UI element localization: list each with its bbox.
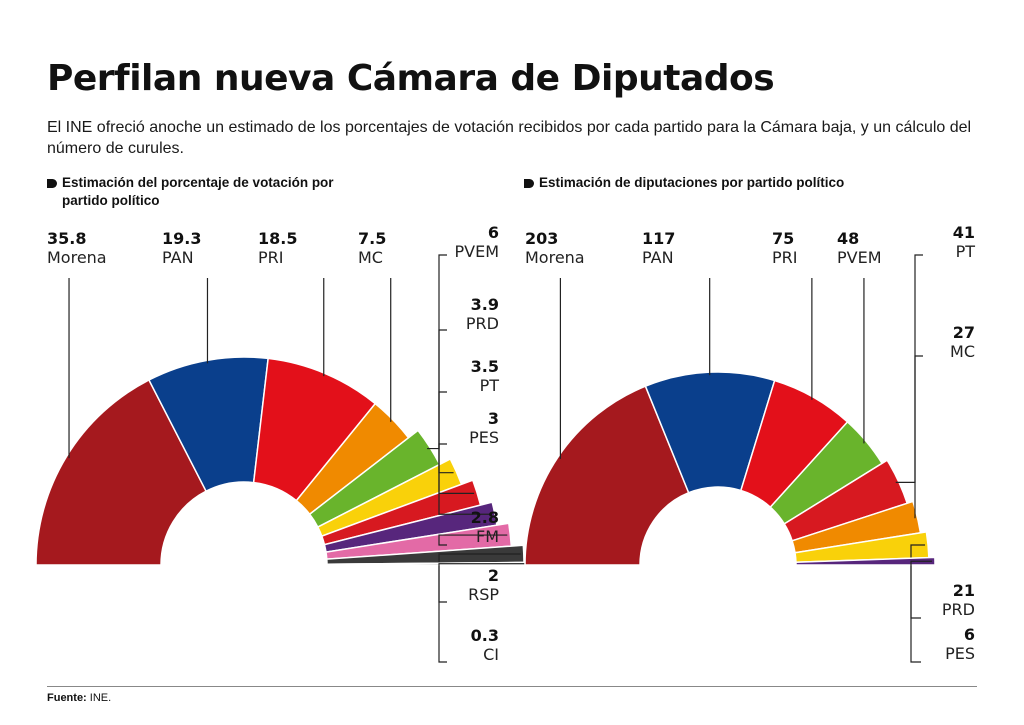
source-label: Fuente: — [47, 692, 87, 704]
value-label-pan: 19.3 — [162, 229, 201, 248]
section-bullet-icon — [524, 179, 534, 188]
category-label-fm: FM — [476, 527, 499, 546]
category-label-pvem: PVEM — [454, 242, 499, 261]
source-value: INE. — [89, 692, 112, 704]
category-label-pri: PRI — [772, 248, 797, 267]
seats-section-title-text: Estimación de diputaciones por partido p… — [539, 175, 845, 190]
category-label-pt: PT — [956, 242, 976, 261]
leader-line-pes — [910, 560, 932, 663]
category-label-prd: PRD — [466, 314, 499, 333]
value-label-pes: 6 — [964, 625, 975, 644]
value-label-prd: 21 — [953, 581, 975, 600]
value-label-rsp: 2 — [488, 566, 499, 585]
value-label-pt: 3.5 — [471, 357, 499, 376]
category-label-morena: Morena — [525, 248, 585, 267]
category-label-pes: PES — [945, 644, 975, 663]
leader-line-fm — [438, 534, 508, 546]
slice-morena — [35, 378, 208, 566]
section-bullet-icon — [47, 179, 57, 188]
leader-line-prd — [438, 329, 454, 474]
page-title: Perfilan nueva Cámara de Diputados — [47, 58, 775, 99]
value-label-morena: 203 — [525, 229, 558, 248]
value-label-pvem: 48 — [837, 229, 859, 248]
slice-pes — [795, 556, 936, 566]
slice-morena — [524, 385, 690, 566]
seats-section-title: Estimación de diputaciones por partido p… — [524, 174, 854, 192]
leader-line-pvem — [427, 254, 447, 450]
votes-section-title: Estimación del porcentaje de votación po… — [47, 174, 377, 210]
category-label-morena: Morena — [47, 248, 107, 267]
leader-line-pt — [438, 391, 475, 495]
leader-line-pes — [438, 443, 492, 515]
leader-line-ci — [438, 563, 533, 663]
page-subtitle: El INE ofreció anoche un estimado de los… — [47, 119, 972, 157]
value-label-ci: 0.3 — [471, 626, 499, 645]
category-label-pan: PAN — [642, 248, 674, 267]
category-label-pvem: PVEM — [837, 248, 882, 267]
category-label-pes: PES — [469, 428, 499, 447]
leader-line-mc — [914, 355, 923, 519]
value-label-pan: 117 — [642, 229, 675, 248]
category-label-pan: PAN — [162, 248, 194, 267]
value-label-mc: 7.5 — [358, 229, 386, 248]
value-label-pt: 41 — [953, 223, 975, 242]
votes-section-title-text: Estimación del porcentaje de votación po… — [62, 175, 334, 208]
value-label-fm: 2.8 — [471, 508, 499, 527]
value-label-pri: 18.5 — [258, 229, 297, 248]
category-label-mc: MC — [358, 248, 383, 267]
category-label-pri: PRI — [258, 248, 283, 267]
value-label-pvem: 6 — [488, 223, 499, 242]
value-label-prd: 3.9 — [471, 295, 499, 314]
category-label-ci: CI — [483, 645, 499, 664]
footer-divider — [47, 686, 977, 687]
source-note: Fuente: INE. — [47, 692, 111, 704]
category-label-prd: PRD — [942, 600, 975, 619]
category-label-rsp: RSP — [468, 585, 499, 604]
category-label-mc: MC — [950, 342, 975, 361]
value-label-mc: 27 — [953, 323, 975, 342]
value-label-pri: 75 — [772, 229, 794, 248]
value-label-morena: 35.8 — [47, 229, 86, 248]
value-label-pes: 3 — [488, 409, 499, 428]
category-label-pt: PT — [480, 376, 500, 395]
leader-line-pt — [895, 254, 923, 483]
